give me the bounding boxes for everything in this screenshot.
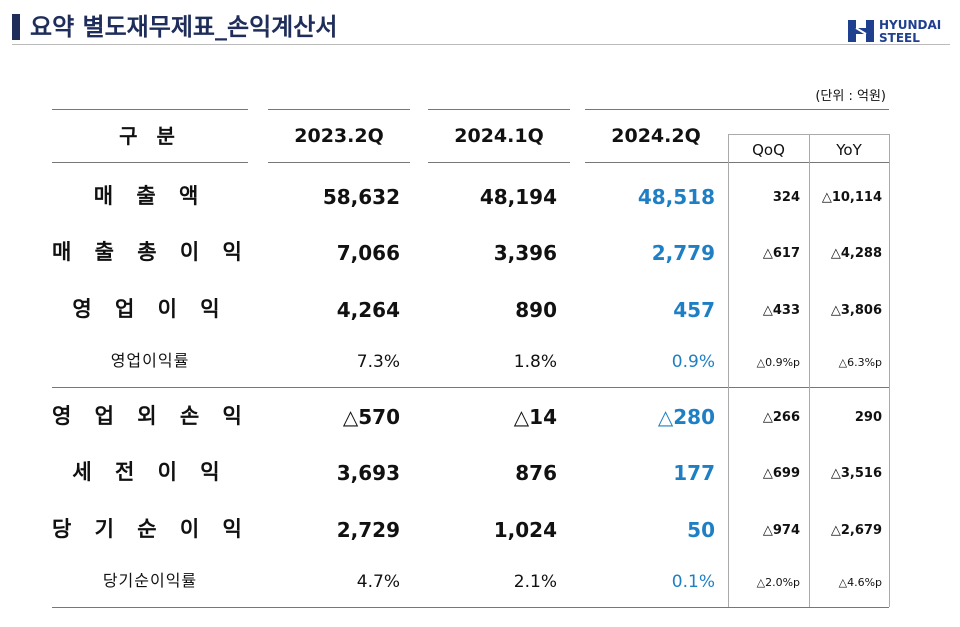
cell-value: 1,024: [493, 518, 557, 542]
table-rule: [268, 109, 410, 110]
cell-value: 177: [673, 461, 715, 485]
cell-value: △266: [762, 409, 800, 425]
table-rule: [585, 109, 889, 110]
logo-text: STEEL: [879, 31, 920, 45]
cell-value: 7.3%: [356, 351, 400, 372]
cell-value: △4,288: [830, 245, 882, 261]
cell-value: 0.1%: [671, 571, 715, 592]
cell-value: △2.0%p: [756, 575, 800, 589]
table-rule: [428, 109, 570, 110]
row-label: 영 업 외 손 익: [52, 404, 250, 428]
column-rule: [809, 134, 810, 607]
cell-value: △2,679: [830, 522, 882, 538]
cell-value: 1.8%: [513, 351, 557, 372]
column-header: 2024.1Q: [454, 125, 544, 147]
cell-value: 2.1%: [513, 571, 557, 592]
title: 요약 별도재무제표_손익계산서: [30, 13, 338, 41]
logo-text: HYUNDAI: [879, 18, 942, 32]
column-header: YoY: [836, 141, 862, 159]
cell-value: 2,729: [336, 518, 400, 542]
cell-value: △433: [762, 302, 800, 318]
logo-icon: [848, 20, 874, 42]
row-label: 당기순이익률: [102, 571, 198, 590]
table-rule: [52, 109, 248, 110]
cell-value: △4.6%p: [838, 575, 882, 589]
column-rule: [889, 134, 890, 607]
table-rule: [428, 162, 570, 163]
table-rule: [52, 607, 889, 608]
cell-value: △699: [762, 465, 800, 481]
table-rule: [268, 162, 410, 163]
unit: (단위 : 억원): [815, 89, 886, 104]
row-label: 영업이익률: [110, 351, 190, 370]
cell-value: △570: [342, 405, 400, 429]
cell-value: △6.3%p: [838, 355, 882, 369]
cell-value: △14: [513, 405, 557, 429]
cell-value: 2,779: [651, 241, 715, 265]
cell-value: △10,114: [821, 189, 882, 205]
column-header: QoQ: [752, 141, 785, 159]
cell-value: △0.9%p: [756, 355, 800, 369]
cell-value: 324: [772, 189, 800, 205]
cell-value: △3,516: [830, 465, 882, 481]
title-marker: [12, 14, 20, 40]
column-header: 2024.2Q: [611, 125, 701, 147]
cell-value: 457: [673, 298, 715, 322]
cell-value: △974: [762, 522, 800, 538]
cell-value: 3,396: [493, 241, 557, 265]
table-rule: [52, 387, 889, 388]
row-label: 당 기 순 이 익: [52, 517, 250, 541]
title-rule: [12, 44, 950, 45]
table-rule: [52, 162, 248, 163]
cell-value: 876: [515, 461, 557, 485]
cell-value: 0.9%: [671, 351, 715, 372]
cell-value: 48,194: [479, 185, 557, 209]
cell-value: △3,806: [830, 302, 882, 318]
row-label: 매 출 액: [93, 184, 207, 208]
cell-value: 4,264: [336, 298, 400, 322]
cell-value: △617: [762, 245, 800, 261]
cell-value: 7,066: [336, 241, 400, 265]
table-rule: [728, 134, 889, 135]
column-header: 2023.2Q: [294, 125, 384, 147]
table-rule: [585, 162, 889, 163]
cell-value: 3,693: [336, 461, 400, 485]
column-header: 구 분: [119, 124, 181, 148]
row-label: 세 전 이 익: [72, 460, 228, 484]
cell-value: 48,518: [637, 185, 715, 209]
cell-value: 290: [854, 409, 882, 425]
row-label: 영 업 이 익: [72, 297, 228, 321]
column-rule: [728, 134, 729, 607]
cell-value: 58,632: [322, 185, 400, 209]
cell-value: △280: [657, 405, 715, 429]
cell-value: 4.7%: [356, 571, 400, 592]
row-label: 매 출 총 이 익: [52, 240, 250, 264]
cell-value: 890: [515, 298, 557, 322]
cell-value: 50: [687, 518, 715, 542]
